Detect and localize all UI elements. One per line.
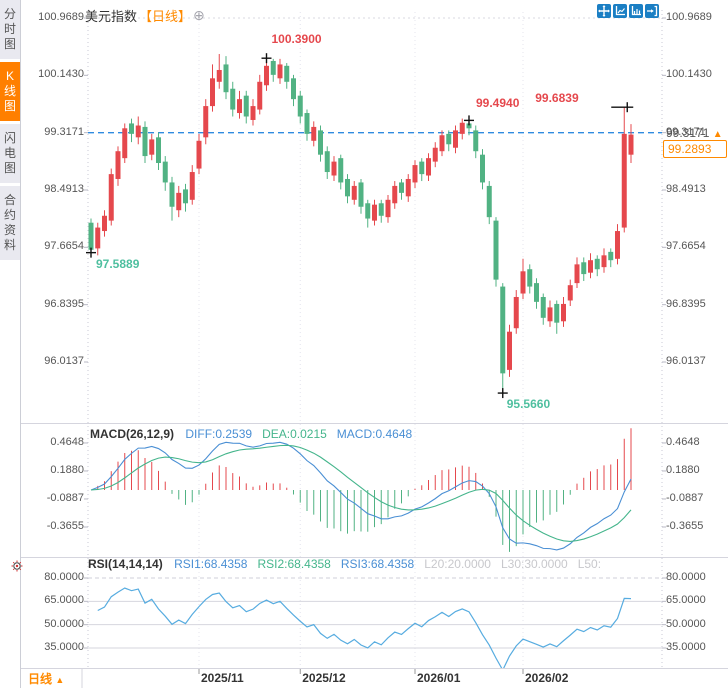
sidebar-tab-time-share[interactable]: 分时图 bbox=[0, 0, 20, 59]
macd-title: MACD(26,12,9) bbox=[90, 427, 175, 441]
rsi-readout-3: L20:20.0000 bbox=[424, 557, 491, 571]
reference-price-tag: 99.3171 ▲ bbox=[666, 126, 723, 140]
rsi-header[interactable]: RSI(14,14,14) RSI1:68.4358 RSI2:68.4358 RS… bbox=[88, 557, 611, 571]
macd-readout-1: DEA:0.0215 bbox=[262, 427, 327, 441]
chart-toolbar bbox=[597, 4, 659, 18]
pan-icon[interactable] bbox=[597, 4, 611, 18]
macd-readout-2: MACD:0.4648 bbox=[336, 427, 413, 441]
symbol-title: 美元指数 bbox=[85, 8, 138, 24]
chart-header: 美元指数 【日线】 ⊕ bbox=[85, 5, 205, 25]
macd-header[interactable]: MACD(26,12,9) DIFF:0.2539 DEA:0.0215 MACD:… bbox=[90, 427, 422, 441]
last-price-value: 99.2893 bbox=[668, 142, 712, 156]
axis-scale-icon[interactable] bbox=[613, 4, 627, 18]
last-price-box: 99.2893 bbox=[663, 140, 727, 158]
sidebar-tab-contract-info[interactable]: 合约资料 bbox=[0, 186, 20, 260]
exit-right-icon[interactable] bbox=[645, 4, 659, 18]
rsi-title: RSI(14,14,14) bbox=[88, 557, 163, 571]
add-indicator-icon[interactable]: ⊕ bbox=[193, 6, 205, 23]
reference-price-value: 99.3171 bbox=[666, 125, 710, 140]
period-selector[interactable]: 日线 ▲ bbox=[28, 670, 64, 687]
rsi-readout-5: L50: bbox=[577, 557, 602, 571]
indicator-settings-icon[interactable] bbox=[11, 559, 23, 577]
up-arrow-icon: ▲ bbox=[712, 128, 723, 140]
period-tag: 【日线】 bbox=[139, 8, 192, 24]
rsi-readout-4: L30:30.0000 bbox=[500, 557, 568, 571]
axis-trend-icon[interactable] bbox=[629, 4, 643, 18]
rsi-readout-1: RSI2:68.4358 bbox=[257, 557, 331, 571]
macd-readout-0: DIFF:0.2539 bbox=[185, 427, 253, 441]
period-dropdown-arrow-icon: ▲ bbox=[55, 675, 65, 685]
sidebar-tab-lightning[interactable]: 闪电图 bbox=[0, 124, 20, 183]
rsi-readout-0: RSI1:68.4358 bbox=[174, 557, 248, 571]
rsi-readout-2: RSI3:68.4358 bbox=[340, 557, 415, 571]
period-label: 日线 bbox=[28, 672, 53, 686]
